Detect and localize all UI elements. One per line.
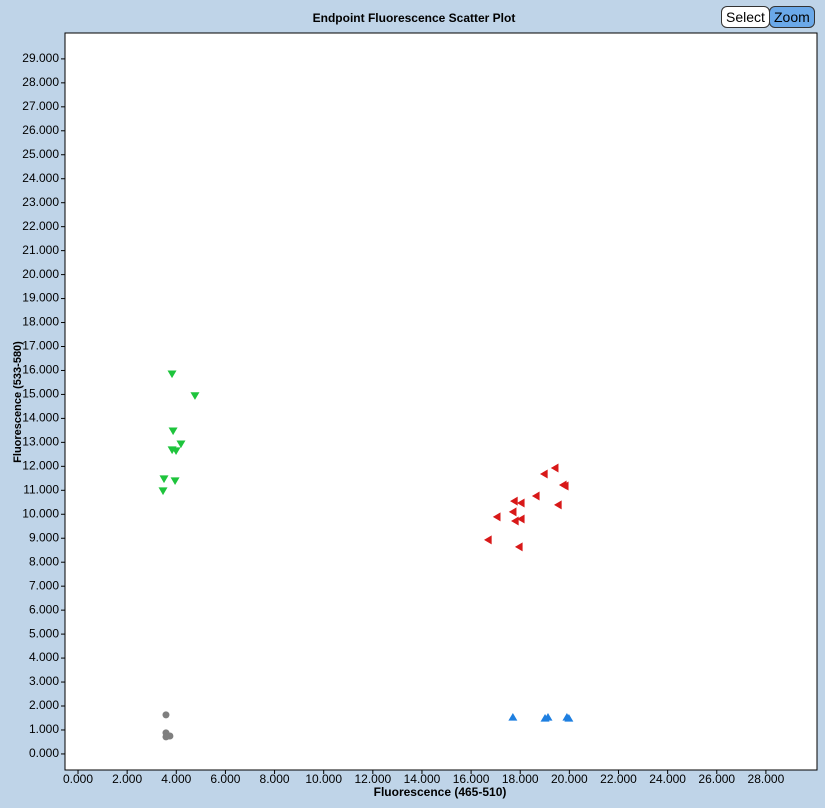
point (550, 463, 559, 473)
point (171, 447, 181, 456)
point (508, 507, 517, 517)
y-tick-label: 11.000 (23, 482, 59, 496)
y-tick-label: 3.000 (29, 674, 59, 688)
plot-area (64, 32, 818, 771)
x-tick-label: 6.000 (210, 772, 240, 786)
x-tick-label: 8.000 (260, 772, 290, 786)
y-tick-label: 17.000 (22, 339, 59, 353)
select-button[interactable]: Select (721, 6, 770, 28)
point (516, 514, 525, 524)
point (540, 469, 548, 479)
x-tick-label: 26.000 (698, 772, 735, 786)
point (167, 370, 177, 379)
y-tick-label: 13.000 (22, 435, 59, 449)
point (483, 535, 492, 545)
y-tick-label: 18.000 (22, 315, 59, 329)
point (176, 440, 186, 449)
point (516, 498, 525, 508)
y-axis-label: Fluorescence (533-580) (12, 341, 24, 463)
y-tick-label: 23.000 (22, 195, 59, 209)
point (510, 496, 518, 506)
y-tick-label: 26.000 (22, 123, 59, 137)
x-tick-label: 4.000 (161, 772, 191, 786)
x-tick-label: 24.000 (649, 772, 686, 786)
x-tick-label: 0.000 (63, 772, 93, 786)
x-tick-label: 28.000 (748, 772, 785, 786)
point (168, 427, 178, 436)
y-tick-label: 5.000 (29, 626, 59, 640)
x-axis-label: Fluorescence (465-510) (374, 785, 507, 799)
y-tick-label: 6.000 (29, 602, 59, 616)
y-tick-label: 2.000 (29, 698, 59, 712)
y-tick-label: 29.000 (22, 51, 59, 65)
y-tick-label: 14.000 (22, 411, 59, 425)
y-tick-label: 28.000 (22, 75, 59, 89)
y-tick-label: 12.000 (22, 459, 59, 473)
point (531, 491, 540, 501)
x-tick-label: 22.000 (600, 772, 637, 786)
x-tick-label: 14.000 (404, 772, 441, 786)
y-tick-label: 19.000 (22, 291, 59, 305)
y-tick-label: 1.000 (29, 722, 59, 736)
y-tick-label: 25.000 (22, 147, 59, 161)
y-tick-label: 0.000 (29, 746, 59, 760)
point (514, 542, 523, 552)
x-tick-label: 20.000 (551, 772, 588, 786)
point (190, 392, 200, 400)
x-tick-label: 16.000 (453, 772, 490, 786)
x-tick-label: 18.000 (502, 772, 539, 786)
y-tick-label: 16.000 (22, 363, 59, 377)
y-tick-label: 10.000 (22, 506, 59, 520)
y-tick-label: 8.000 (29, 554, 59, 568)
point (158, 487, 168, 496)
point (162, 711, 170, 719)
point (564, 713, 574, 722)
x-tick-label: 10.000 (305, 772, 342, 786)
y-tick-label: 7.000 (29, 578, 59, 592)
point (511, 516, 519, 526)
y-tick-label: 27.000 (22, 99, 59, 113)
y-tick-label: 21.000 (22, 243, 59, 257)
y-tick-label: 22.000 (22, 219, 59, 233)
y-tick-label: 24.000 (22, 171, 59, 185)
chart-title: Endpoint Fluorescence Scatter Plot (313, 11, 516, 25)
y-tick-label: 20.000 (22, 267, 59, 281)
point (492, 512, 501, 522)
point (159, 475, 169, 484)
zoom-button[interactable]: Zoom (769, 6, 815, 28)
point (166, 732, 174, 740)
x-tick-label: 12.000 (354, 772, 391, 786)
y-tick-label: 15.000 (22, 387, 59, 401)
point (543, 712, 553, 721)
point (170, 477, 180, 486)
point (508, 712, 518, 721)
point (554, 500, 562, 510)
x-tick-label: 2.000 (112, 772, 142, 786)
point (560, 481, 569, 491)
y-tick-label: 4.000 (29, 650, 59, 664)
y-tick-label: 9.000 (29, 530, 59, 544)
